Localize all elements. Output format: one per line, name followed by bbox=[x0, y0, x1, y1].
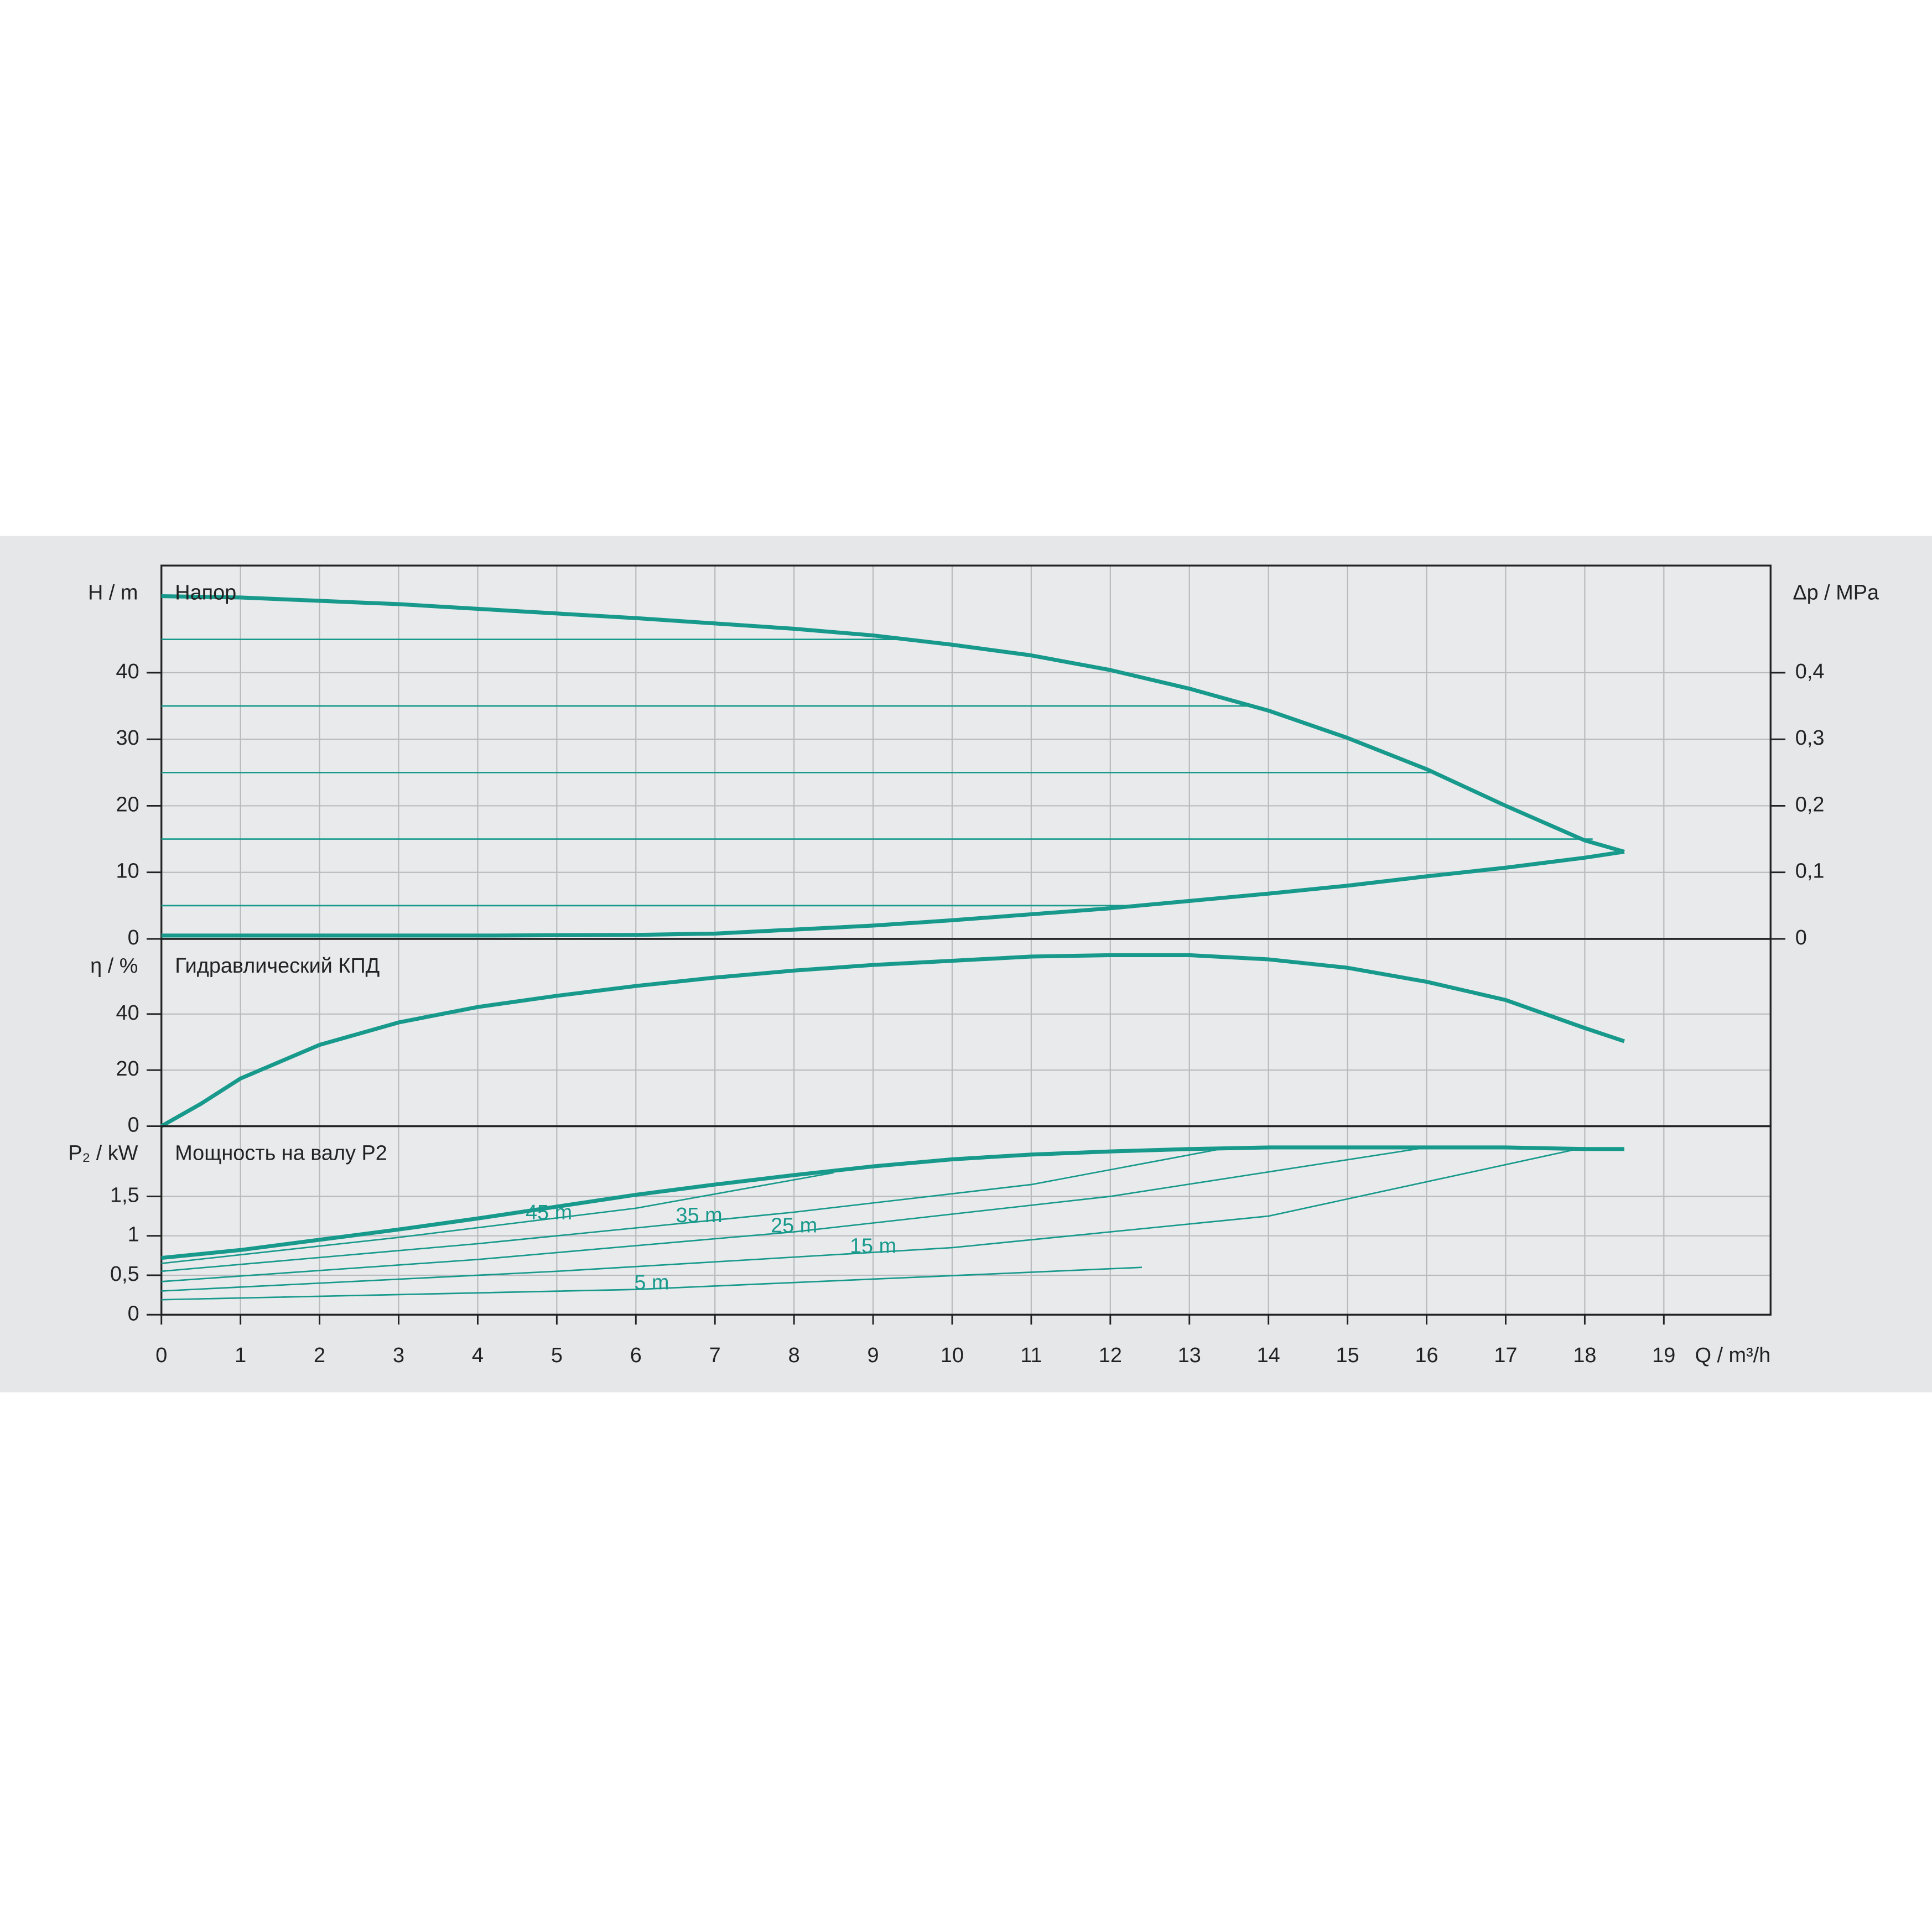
y-tick-label: 40 bbox=[116, 660, 139, 683]
y-axis-label: P₂ / kW bbox=[68, 1142, 138, 1165]
y-tick-label: 10 bbox=[116, 860, 139, 883]
y2-axis-label: Δp / MPa bbox=[1793, 581, 1879, 604]
x-tick-label: 17 bbox=[1494, 1344, 1517, 1367]
curve-label: 5 m bbox=[634, 1271, 669, 1294]
x-tick-label: 10 bbox=[941, 1344, 964, 1367]
curve bbox=[161, 1172, 834, 1264]
x-tick-label: 2 bbox=[314, 1344, 325, 1367]
x-tick-label: 12 bbox=[1099, 1344, 1122, 1367]
x-tick-label: 18 bbox=[1573, 1344, 1596, 1367]
curve bbox=[161, 1145, 1624, 1260]
y2-tick-label: 0,4 bbox=[1795, 660, 1825, 683]
y-axis-label: H / m bbox=[88, 581, 138, 604]
y-tick-label: 0 bbox=[128, 926, 139, 949]
curve bbox=[161, 594, 1625, 854]
x-tick-label: 11 bbox=[1020, 1344, 1042, 1367]
curve bbox=[161, 849, 1625, 938]
x-tick-label: 0 bbox=[155, 1344, 167, 1367]
plot-area bbox=[161, 565, 1771, 1315]
x-tick-label: 3 bbox=[393, 1344, 404, 1367]
curve bbox=[161, 1266, 1142, 1301]
curve-label: 25 m bbox=[771, 1214, 817, 1238]
curve-label: 15 m bbox=[850, 1235, 896, 1258]
x-tick-label: 14 bbox=[1257, 1344, 1280, 1367]
curve bbox=[161, 1146, 1427, 1282]
y-tick-label: 20 bbox=[116, 1057, 139, 1081]
x-tick-label: 16 bbox=[1415, 1344, 1438, 1367]
x-tick-label: 19 bbox=[1652, 1344, 1675, 1367]
curve-label: 35 m bbox=[676, 1204, 723, 1227]
y2-tick-label: 0,1 bbox=[1795, 860, 1825, 883]
y-tick-label: 0 bbox=[128, 1302, 139, 1325]
y-tick-label: 1,5 bbox=[110, 1183, 139, 1207]
curve bbox=[161, 1146, 1229, 1273]
curve-label: 45 m bbox=[526, 1201, 572, 1224]
x-axis-label: Q / m³/h bbox=[1695, 1344, 1771, 1367]
x-tick-label: 7 bbox=[709, 1344, 721, 1367]
y-tick-label: 30 bbox=[116, 726, 139, 750]
x-tick-label: 4 bbox=[472, 1344, 484, 1367]
curve bbox=[161, 1146, 1585, 1292]
panel-label: Напор bbox=[175, 581, 236, 604]
x-tick-label: 9 bbox=[868, 1344, 879, 1367]
y2-tick-label: 0,3 bbox=[1795, 726, 1825, 750]
y-tick-label: 0,5 bbox=[110, 1263, 139, 1286]
y2-tick-label: 0 bbox=[1795, 926, 1807, 949]
x-tick-label: 6 bbox=[630, 1344, 642, 1367]
panel-label: Мощность на валу P2 bbox=[175, 1142, 387, 1165]
panel-frame bbox=[160, 1125, 1772, 1316]
x-tick-label: 13 bbox=[1178, 1344, 1201, 1367]
y-tick-label: 0 bbox=[128, 1114, 139, 1137]
panel-label: Гидравлический КПД bbox=[175, 954, 380, 978]
y-axis-label: η / % bbox=[90, 954, 138, 978]
y2-tick-label: 0,2 bbox=[1795, 793, 1825, 816]
x-tick-label: 1 bbox=[235, 1344, 246, 1367]
x-tick-label: 5 bbox=[551, 1344, 563, 1367]
y-tick-label: 40 bbox=[116, 1001, 139, 1025]
curve bbox=[160, 953, 1625, 1128]
y-tick-label: 20 bbox=[116, 793, 139, 816]
x-tick-label: 8 bbox=[788, 1344, 800, 1367]
x-tick-label: 15 bbox=[1336, 1344, 1359, 1367]
y-tick-label: 1 bbox=[128, 1223, 139, 1247]
